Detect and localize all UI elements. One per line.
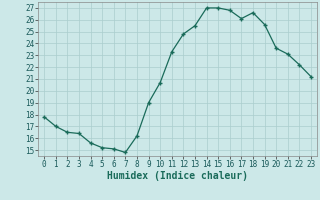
X-axis label: Humidex (Indice chaleur): Humidex (Indice chaleur) — [107, 171, 248, 181]
